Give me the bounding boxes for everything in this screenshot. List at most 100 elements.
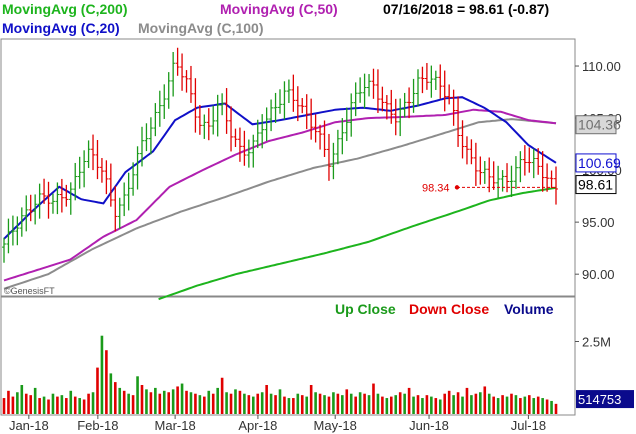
volume-bar bbox=[305, 396, 309, 414]
volume-tick-label: 2.5M bbox=[582, 335, 611, 350]
volume-bar bbox=[194, 393, 197, 414]
volume-bar bbox=[274, 395, 277, 414]
volume-bar bbox=[300, 395, 304, 414]
volume-bar bbox=[225, 392, 228, 414]
volume-bar bbox=[407, 387, 411, 414]
volume-bar bbox=[238, 390, 242, 414]
volume-bar bbox=[234, 389, 237, 414]
volume-bar bbox=[336, 393, 340, 414]
volume-bar bbox=[78, 398, 81, 414]
volume-bar bbox=[11, 396, 15, 414]
volume-bar bbox=[100, 335, 104, 414]
header-ma20: MovingAvg (C,20) bbox=[2, 20, 120, 36]
price-candles bbox=[2, 47, 558, 263]
volume-bar bbox=[510, 393, 513, 414]
volume-bar bbox=[381, 396, 384, 414]
volume-bar bbox=[16, 392, 19, 414]
volume-bar bbox=[73, 396, 77, 414]
volume-bar bbox=[385, 398, 389, 414]
legend-down-close: Down Close bbox=[409, 301, 489, 317]
volume-bar bbox=[82, 399, 86, 414]
volume-bar bbox=[131, 395, 135, 414]
volume-bar bbox=[474, 393, 478, 414]
price-badge-label: 100.69 bbox=[578, 155, 621, 171]
volume-bar bbox=[447, 390, 451, 414]
volume-bar bbox=[20, 385, 24, 414]
volume-bar bbox=[24, 393, 28, 414]
volume-bar bbox=[176, 386, 179, 414]
legend-volume: Volume bbox=[504, 301, 554, 317]
price-badge bbox=[575, 115, 617, 135]
volume-bar bbox=[203, 396, 206, 414]
volume-bars bbox=[2, 335, 558, 414]
volume-bar bbox=[403, 393, 406, 414]
volume-bar bbox=[207, 390, 211, 414]
volume-bar bbox=[220, 377, 224, 414]
volume-bar bbox=[113, 382, 117, 414]
price-panel-frame bbox=[0, 38, 576, 297]
date-tick-label: Jan-18 bbox=[9, 418, 49, 433]
volume-bar bbox=[29, 395, 33, 414]
volume-bar bbox=[56, 396, 59, 414]
price-badge-label: 98.61 bbox=[578, 177, 613, 193]
volume-bar bbox=[256, 393, 260, 414]
header-quote: 07/16/2018 = 98.61 (-0.87) bbox=[383, 1, 549, 17]
volume-bar bbox=[367, 395, 371, 414]
volume-bar bbox=[42, 396, 46, 414]
volume-bar bbox=[127, 393, 130, 414]
volume-bar bbox=[180, 383, 184, 414]
volume-bar bbox=[514, 395, 518, 414]
volume-bar bbox=[51, 393, 55, 414]
price-series bbox=[3, 96, 557, 301]
volume-bar bbox=[189, 392, 193, 414]
volume-bar bbox=[251, 396, 255, 414]
price-tick-label: 90.00 bbox=[582, 267, 615, 282]
header-ma50: MovingAvg (C,50) bbox=[220, 1, 338, 17]
volume-bar bbox=[358, 392, 362, 414]
volume-bar bbox=[438, 399, 442, 414]
volume-bar bbox=[278, 389, 282, 414]
volume-bar bbox=[7, 390, 10, 414]
volume-bar bbox=[211, 393, 215, 414]
series-line-movingavg-c-50- bbox=[3, 108, 557, 282]
volume-bar bbox=[398, 392, 402, 414]
date-tick-label: Jul-18 bbox=[511, 418, 546, 433]
volume-bar bbox=[430, 396, 433, 414]
volume-bar bbox=[283, 396, 286, 414]
date-tick-label: May-18 bbox=[314, 418, 357, 433]
volume-last-badge bbox=[576, 390, 634, 409]
header-ma200: MovingAvg (C,200) bbox=[2, 1, 128, 17]
volume-bar bbox=[323, 395, 326, 414]
volume-bar bbox=[216, 387, 219, 414]
volume-bar bbox=[269, 393, 273, 414]
volume-bar bbox=[69, 390, 73, 414]
volume-bar bbox=[425, 395, 429, 414]
series-line-movingavg-c-200- bbox=[158, 186, 557, 301]
header-ma100: MovingAvg (C,100) bbox=[138, 20, 264, 36]
volume-bar bbox=[479, 392, 482, 414]
volume-bar bbox=[162, 390, 166, 414]
volume-bar bbox=[243, 393, 246, 414]
support-label: 98.34 bbox=[422, 182, 450, 194]
volume-bar bbox=[354, 396, 357, 414]
volume-bar bbox=[38, 398, 41, 414]
volume-bar bbox=[247, 395, 251, 414]
volume-axis: 2.5M 514753 bbox=[575, 335, 634, 409]
volume-bar bbox=[167, 392, 171, 414]
volume-bar bbox=[96, 367, 99, 414]
volume-bar bbox=[505, 396, 509, 414]
volume-bar bbox=[492, 396, 495, 414]
volume-bar bbox=[145, 389, 148, 414]
volume-bar bbox=[421, 398, 424, 414]
volume-bar bbox=[292, 398, 295, 414]
volume-bar bbox=[158, 393, 162, 414]
price-tick-label: 95.00 bbox=[582, 215, 615, 230]
volume-bar bbox=[412, 396, 415, 414]
volume-bar bbox=[389, 396, 393, 414]
volume-bar bbox=[545, 399, 549, 414]
date-tick-label: Feb-18 bbox=[77, 418, 118, 433]
date-tick-label: Apr-18 bbox=[238, 418, 277, 433]
volume-bar bbox=[434, 398, 438, 414]
volume-bar bbox=[47, 399, 50, 414]
